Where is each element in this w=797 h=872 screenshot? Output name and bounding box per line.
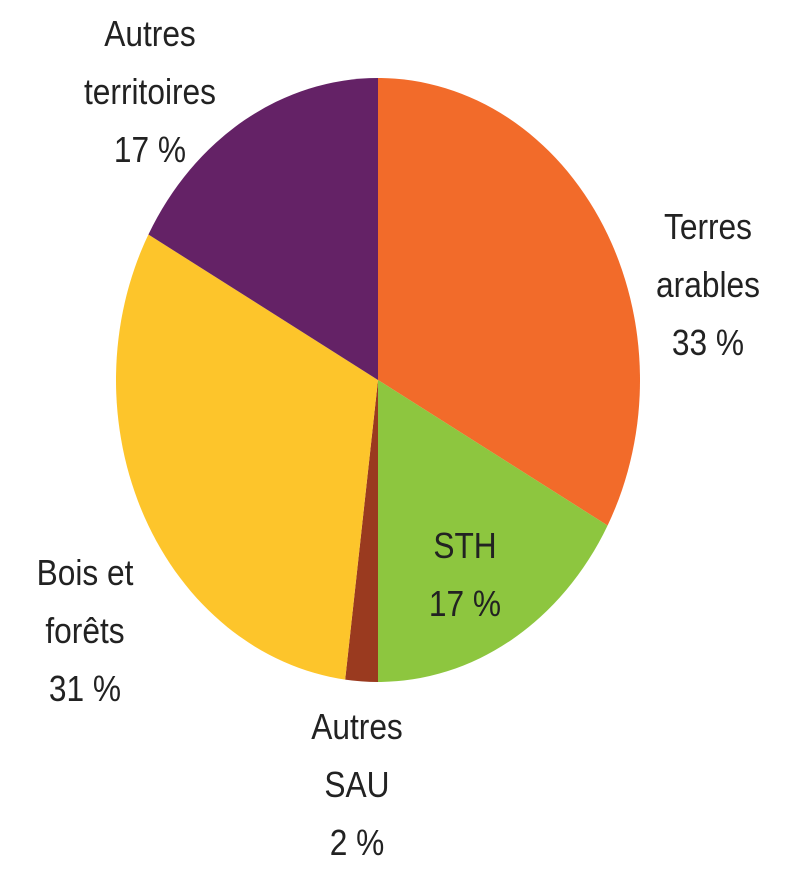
label: Autres SAU 2 % <box>295 698 418 872</box>
value-label: 31 % <box>48 668 122 709</box>
pie-slice <box>116 234 379 680</box>
pie-slice <box>345 380 378 682</box>
pie-slice <box>148 77 378 380</box>
category-label: Autres SAU <box>311 706 403 805</box>
value-label: 33 % <box>671 322 745 363</box>
label: Autres territoires 17 % <box>62 5 238 179</box>
category-label: Autres territoires <box>83 13 217 112</box>
category-label: Bois et forêts <box>36 552 134 651</box>
value-label: 17 % <box>113 129 187 170</box>
value-label: 2 % <box>329 822 385 863</box>
category-label: Terres arables <box>656 206 760 305</box>
pie-slice <box>378 78 640 526</box>
label: STH 17 % <box>403 517 526 633</box>
pie-slice <box>378 380 608 682</box>
label: Bois et forêts 31 % <box>19 544 151 718</box>
value-label: 17 % <box>428 583 502 624</box>
label: Terres arables 33 % <box>642 198 774 372</box>
category-label: STH <box>433 525 497 566</box>
